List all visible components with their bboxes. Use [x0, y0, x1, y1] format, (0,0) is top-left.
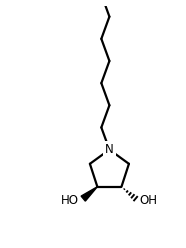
Text: N: N: [105, 143, 114, 156]
Text: OH: OH: [140, 194, 158, 207]
Text: HO: HO: [61, 194, 79, 207]
Polygon shape: [81, 187, 97, 201]
